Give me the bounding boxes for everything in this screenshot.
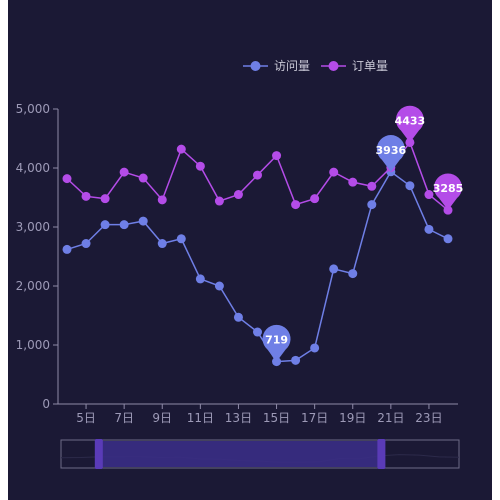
data-point[interactable] xyxy=(195,274,205,284)
pin-shape xyxy=(376,135,405,172)
y-tick-label: 2,000 xyxy=(16,279,50,293)
data-point[interactable] xyxy=(424,190,434,200)
data-point[interactable] xyxy=(233,190,243,200)
data-point[interactable] xyxy=(81,191,91,201)
legend-item-1[interactable]: 访问量 xyxy=(243,59,310,73)
legend-label: 访问量 xyxy=(274,59,310,73)
data-point[interactable] xyxy=(443,234,453,244)
data-point[interactable] xyxy=(100,194,110,204)
pin-label: 3936 xyxy=(376,144,407,157)
series-1 xyxy=(62,167,453,367)
pin-shape xyxy=(434,173,462,211)
annotation-pin: 4433 xyxy=(395,105,426,143)
x-tick-label: 23日 xyxy=(415,411,442,425)
data-point[interactable] xyxy=(62,244,72,254)
data-point[interactable] xyxy=(367,181,377,191)
slider-selection[interactable] xyxy=(98,441,382,467)
data-point[interactable] xyxy=(214,281,224,291)
data-zoom-slider[interactable] xyxy=(60,439,460,469)
data-point[interactable] xyxy=(81,239,91,249)
series-layer xyxy=(62,137,453,367)
x-tick-label: 9日 xyxy=(152,411,172,425)
data-point[interactable] xyxy=(291,355,301,365)
y-tick-label: 0 xyxy=(42,397,50,411)
x-tick-label: 7日 xyxy=(114,411,134,425)
legend-label: 订单量 xyxy=(352,59,388,73)
data-point[interactable] xyxy=(348,177,358,187)
data-point[interactable] xyxy=(367,200,377,210)
y-axis: 0 1,000 2,000 3,000 4,000 5,000 xyxy=(16,102,59,411)
x-tick-label: 17日 xyxy=(301,411,328,425)
legend-marker xyxy=(250,61,261,71)
data-point[interactable] xyxy=(157,195,167,205)
pin-shape xyxy=(395,105,424,143)
data-point[interactable] xyxy=(329,264,339,274)
data-point[interactable] xyxy=(424,224,434,234)
data-point[interactable] xyxy=(138,216,148,226)
y-tick-label: 4,000 xyxy=(16,161,50,175)
data-point[interactable] xyxy=(176,234,186,244)
annotation-pins: 719 3936 4433 3285 xyxy=(262,105,464,362)
chart-panel xyxy=(8,0,492,500)
x-axis: 5日 7日 9日 11日 13日 15日 17日 19日 21日 23日 xyxy=(58,403,458,425)
data-point[interactable] xyxy=(253,327,262,337)
data-point[interactable] xyxy=(119,220,129,230)
annotation-pin: 719 xyxy=(262,324,291,362)
data-point[interactable] xyxy=(195,161,205,171)
data-point[interactable] xyxy=(253,170,262,180)
data-point[interactable] xyxy=(157,239,167,249)
x-tick-label: 11日 xyxy=(187,411,214,425)
data-point[interactable] xyxy=(100,220,110,230)
x-tick-label: 19日 xyxy=(339,411,366,425)
pin-label: 4433 xyxy=(395,114,426,127)
x-tick-label: 13日 xyxy=(225,411,252,425)
data-point[interactable] xyxy=(405,181,415,191)
annotation-pin: 3936 xyxy=(376,135,407,172)
x-tick-label: 21日 xyxy=(377,411,404,425)
x-tick-label: 5日 xyxy=(76,411,96,425)
data-point[interactable] xyxy=(329,167,339,177)
pin-label: 719 xyxy=(265,334,288,347)
y-tick-label: 3,000 xyxy=(16,220,50,234)
data-point[interactable] xyxy=(214,196,224,206)
annotation-pin: 3285 xyxy=(433,173,464,211)
slider-handle-left[interactable] xyxy=(94,439,103,469)
data-point[interactable] xyxy=(348,269,358,279)
data-point[interactable] xyxy=(310,343,320,353)
data-point[interactable] xyxy=(138,173,148,183)
y-tick-label: 1,000 xyxy=(16,338,50,352)
data-point[interactable] xyxy=(291,200,301,210)
legend-item-2[interactable]: 订单量 xyxy=(321,59,388,73)
data-point[interactable] xyxy=(176,144,186,154)
data-point[interactable] xyxy=(233,312,243,322)
pin-shape xyxy=(262,324,291,362)
data-point[interactable] xyxy=(62,174,72,184)
data-point[interactable] xyxy=(119,167,129,177)
data-point[interactable] xyxy=(272,151,282,161)
slider-handle-right[interactable] xyxy=(377,439,386,469)
legend-marker xyxy=(328,61,339,71)
pin-label: 3285 xyxy=(433,182,464,195)
x-tick-label: 15日 xyxy=(263,411,290,425)
data-point[interactable] xyxy=(310,194,320,204)
slider-track xyxy=(60,439,460,469)
legend[interactable]: 访问量 订单量 xyxy=(243,59,388,73)
y-tick-label: 5,000 xyxy=(16,102,50,116)
series-2 xyxy=(62,137,453,215)
